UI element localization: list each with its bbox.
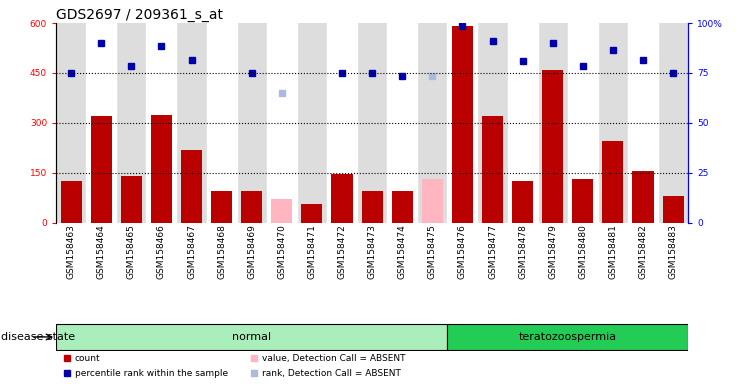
FancyBboxPatch shape bbox=[447, 324, 688, 350]
Bar bbox=[331, 174, 352, 223]
Bar bbox=[663, 196, 684, 223]
Bar bbox=[86, 23, 116, 223]
Bar bbox=[267, 23, 297, 223]
Bar bbox=[121, 176, 142, 223]
Bar bbox=[61, 181, 82, 223]
Bar bbox=[568, 23, 598, 223]
Bar bbox=[602, 141, 623, 223]
Bar bbox=[327, 23, 357, 223]
Text: count: count bbox=[75, 354, 100, 362]
FancyBboxPatch shape bbox=[56, 324, 447, 350]
Bar bbox=[206, 23, 236, 223]
Bar bbox=[452, 26, 473, 223]
Bar bbox=[508, 23, 538, 223]
Bar bbox=[392, 191, 413, 223]
Bar bbox=[151, 114, 172, 223]
Bar bbox=[211, 191, 232, 223]
Bar bbox=[181, 149, 202, 223]
Bar bbox=[147, 23, 177, 223]
Text: teratozoospermia: teratozoospermia bbox=[518, 332, 617, 342]
Bar bbox=[301, 204, 322, 223]
Bar bbox=[633, 171, 654, 223]
Bar bbox=[482, 116, 503, 223]
Bar bbox=[361, 191, 383, 223]
Text: GDS2697 / 209361_s_at: GDS2697 / 209361_s_at bbox=[56, 8, 223, 22]
Bar bbox=[512, 181, 533, 223]
Bar bbox=[542, 70, 563, 223]
Bar bbox=[447, 23, 477, 223]
Text: percentile rank within the sample: percentile rank within the sample bbox=[75, 369, 228, 378]
Bar bbox=[572, 179, 593, 223]
Bar bbox=[272, 199, 292, 223]
Text: normal: normal bbox=[232, 332, 272, 342]
Bar bbox=[241, 191, 263, 223]
Text: disease state: disease state bbox=[1, 332, 75, 342]
Bar bbox=[422, 179, 443, 223]
Bar bbox=[628, 23, 658, 223]
Bar bbox=[387, 23, 417, 223]
Text: value, Detection Call = ABSENT: value, Detection Call = ABSENT bbox=[262, 354, 405, 362]
Text: rank, Detection Call = ABSENT: rank, Detection Call = ABSENT bbox=[262, 369, 401, 378]
Bar bbox=[91, 116, 111, 223]
